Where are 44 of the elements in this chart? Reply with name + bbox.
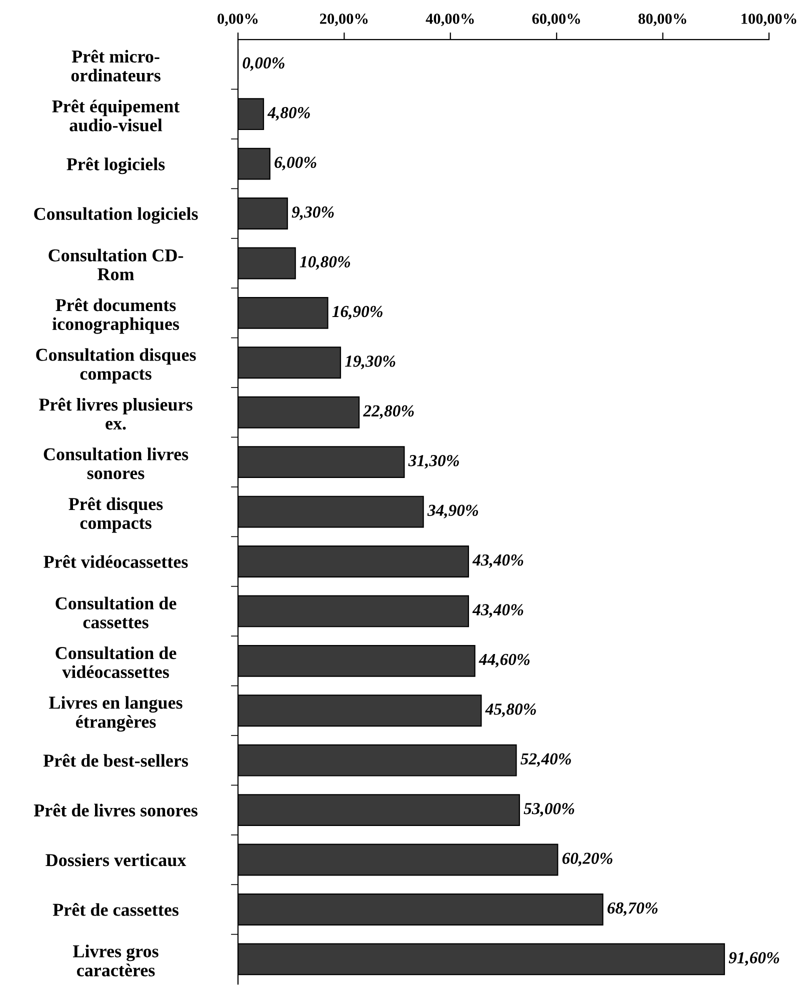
y-tick-label: Consultation de cassettes xyxy=(56,596,176,628)
data-label: 9,30% xyxy=(292,206,334,220)
data-label: 34,90% xyxy=(427,504,478,518)
y-tick-label: Consultation de vidéocassettes xyxy=(56,646,176,678)
y-tick-label: Livres en langues étrangères xyxy=(49,696,182,732)
y-tick-label: Dossiers verticaux xyxy=(46,854,186,866)
y-tick-label: Prêt de best-sellers xyxy=(43,754,188,767)
data-label: 52,40% xyxy=(520,753,571,767)
data-label: 43,40% xyxy=(472,604,524,618)
y-tick-label: Prêt disques compacts xyxy=(68,497,163,533)
data-label: 0,00% xyxy=(242,57,284,71)
data-label: 53,00% xyxy=(524,802,574,817)
y-tick-label: Prêt équipement audio-visuel xyxy=(52,100,180,132)
x-tick-label: 80,00% xyxy=(638,14,686,26)
y-tick-label: Prêt vidéocassettes xyxy=(44,555,188,568)
data-label: 10,80% xyxy=(300,256,350,270)
y-tick-label: Prêt logiciels xyxy=(66,157,165,174)
y-tick-label: Consultation CD- Rom xyxy=(48,248,184,280)
y-tick-label: Prêt de cassettes xyxy=(52,903,178,916)
data-label: 91,60% xyxy=(728,952,780,966)
data-label: 60,20% xyxy=(562,852,612,866)
x-tick-label: 100,00% xyxy=(742,14,796,26)
data-label: 43,40% xyxy=(472,554,524,568)
x-tick-label: 60,00% xyxy=(532,14,580,26)
data-label: 44,60% xyxy=(478,654,530,668)
y-tick-label: Prêt de livres sonores xyxy=(34,804,198,816)
y-tick-label: Prêt documents iconographiques xyxy=(52,298,180,334)
data-label: 31,30% xyxy=(408,454,459,469)
y-tick-label: Consultation logiciels xyxy=(34,207,198,224)
data-label: 19,30% xyxy=(345,356,396,370)
x-tick-label: 40,00% xyxy=(426,14,474,26)
data-label: 22,80% xyxy=(363,405,414,419)
data-label: 16,90% xyxy=(332,306,382,320)
y-tick-label: Livres gros caractères xyxy=(73,944,158,976)
x-tick-label: 0,00% xyxy=(218,14,258,26)
y-tick-label: Prêt livres plusieurs ex. xyxy=(39,398,192,430)
y-tick-label: Prêt micro- ordinateurs xyxy=(71,50,160,82)
y-tick-label: Consultation livres sonores xyxy=(44,448,188,480)
data-label: 4,80% xyxy=(267,107,310,121)
x-tick-label: 20,00% xyxy=(320,14,368,26)
data-label: 68,70% xyxy=(608,902,658,916)
data-label: 6,00% xyxy=(274,156,316,170)
data-label: 45,80% xyxy=(485,704,536,718)
y-tick-label: Consultation disques compacts xyxy=(36,348,196,384)
